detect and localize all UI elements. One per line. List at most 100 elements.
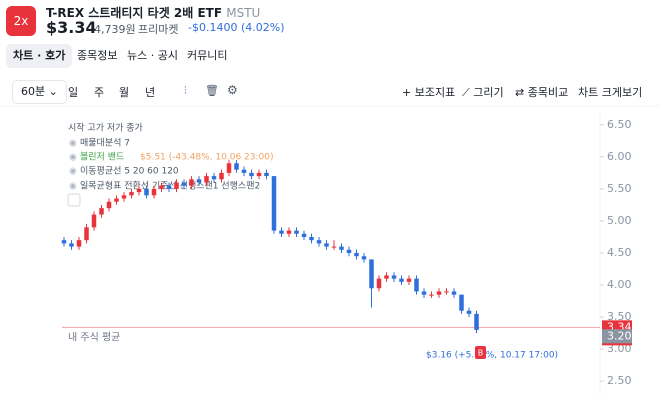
delete-icon[interactable]: 🗑 — [205, 84, 219, 97]
candle-body — [459, 294, 464, 311]
candle-body — [181, 182, 187, 186]
candle-body — [399, 278, 404, 282]
y-tick-label: 2.50 — [607, 374, 632, 387]
tab[interactable]: 종목정보 — [77, 49, 118, 62]
tab[interactable]: 차트 · 호가 — [6, 44, 73, 68]
candle-body — [286, 230, 292, 234]
period[interactable]: 일 — [68, 86, 79, 99]
candle-body — [61, 240, 67, 244]
price: $3.34 — [46, 18, 97, 37]
candle-body — [121, 195, 127, 199]
candle-body — [159, 185, 164, 189]
candle-body — [84, 227, 89, 241]
candle-body — [309, 236, 314, 241]
candle-body — [339, 246, 344, 250]
action[interactable]: ⟋ 그리기 — [462, 86, 504, 99]
legend-item: 볼린저 밴드 — [80, 152, 124, 163]
candle-body — [174, 182, 179, 189]
y-tick-label: 6.00 — [607, 150, 632, 163]
candle-body — [429, 294, 434, 296]
annotation-low: $3.16 (+5.69%, 10.17 17:00) — [426, 351, 558, 361]
candle-body — [451, 291, 457, 295]
candle-body — [234, 163, 239, 170]
candle-body — [76, 240, 82, 247]
trade-marker — [475, 346, 486, 359]
candle-body — [144, 188, 149, 196]
candle-body — [196, 179, 202, 183]
interval: 60분 — [21, 85, 46, 98]
legend-eye: ◉ — [69, 153, 77, 163]
candle-body — [99, 208, 104, 215]
candle-body — [91, 214, 97, 228]
candle-body — [129, 192, 134, 196]
candle-body — [271, 176, 277, 231]
trade-marker-label: B — [478, 349, 484, 358]
action[interactable]: + 보조지표 — [402, 86, 456, 99]
tab[interactable]: 커뮤니티 — [187, 49, 228, 62]
action[interactable]: 차트 크게보기 — [578, 86, 643, 99]
avg-label: 내 주식 평균 — [68, 331, 120, 343]
legend-toggle[interactable] — [67, 193, 81, 207]
ticker: MSTU — [226, 6, 261, 20]
candle-body — [346, 249, 352, 253]
candle-body — [256, 172, 262, 177]
candle-body — [204, 176, 209, 183]
candle-body — [391, 275, 397, 279]
tab[interactable]: 뉴스 · 공시 — [127, 49, 178, 62]
candle-body — [421, 291, 427, 295]
action-text: 종목비교 — [527, 86, 569, 99]
legend-item: 일목균형표 전환선 기준선 선행스팬1 선행스팬2 — [80, 180, 260, 192]
legend-eye: ◉ — [69, 139, 77, 149]
settings-icon[interactable]: ⚙ — [227, 83, 238, 97]
candle-body — [106, 201, 112, 209]
candle-body — [376, 278, 382, 289]
candle-body — [189, 179, 194, 186]
candle-body — [166, 185, 172, 189]
candle-body — [369, 259, 374, 289]
low-tag — [602, 329, 632, 344]
interval-dropdown[interactable]: 60분 ⌄ — [12, 80, 67, 104]
candle-body — [294, 230, 299, 234]
candle-body — [114, 198, 119, 202]
period[interactable]: 주 — [94, 86, 105, 99]
annotation-high: $5.51 (-43.48%, 10.06 23:00) — [140, 153, 274, 163]
action[interactable]: ⇄ 종목비교 — [515, 86, 569, 99]
y-tick-label: 6.50 — [607, 118, 632, 131]
action-text: 그리기 — [473, 86, 504, 99]
candle-body — [69, 243, 74, 247]
candle-body — [241, 169, 247, 173]
badge: 2x — [6, 6, 36, 36]
candle-body — [279, 230, 284, 234]
low-tag-label: 3.20 — [607, 329, 632, 342]
candle-body — [414, 278, 419, 292]
candle-body — [331, 246, 337, 248]
legend-item: 이동평균선 5 20 60 120 — [80, 166, 179, 177]
candle-body — [136, 188, 142, 193]
legend-eye: ◉ — [69, 182, 77, 192]
candle-body — [384, 275, 389, 279]
y-tick-label: 5.00 — [607, 214, 632, 227]
y-tick-label: 4.00 — [607, 278, 632, 291]
candle-body — [324, 243, 329, 247]
candle-body — [361, 256, 367, 260]
session: 프리마켓 — [138, 23, 179, 36]
y-tick-label: 3.00 — [607, 342, 632, 355]
candle-body — [151, 188, 157, 196]
candle-body — [466, 310, 472, 314]
period[interactable]: 년 — [145, 86, 156, 99]
candle-body — [436, 291, 442, 295]
title-text: T-REX 스트래티지 타겟 2배 ETF — [46, 6, 223, 20]
price-krw: 4,739원 — [94, 23, 136, 36]
period[interactable]: 월 — [119, 86, 130, 99]
candle-body — [226, 163, 232, 173]
y-tick-label: 4.50 — [607, 246, 632, 259]
legend-item: 시작 고가 저가 종가 — [68, 123, 143, 134]
candle-body — [354, 253, 359, 257]
y-tick-label: 3.50 — [607, 310, 632, 323]
indicator-icon[interactable]: ⫶ — [184, 84, 187, 97]
title: T-REX 스트래티지 타겟 2배 ETF MSTU — [46, 4, 260, 21]
candle-body — [474, 313, 479, 330]
legend-eye: ◉ — [69, 167, 77, 177]
candle-body — [211, 176, 217, 180]
